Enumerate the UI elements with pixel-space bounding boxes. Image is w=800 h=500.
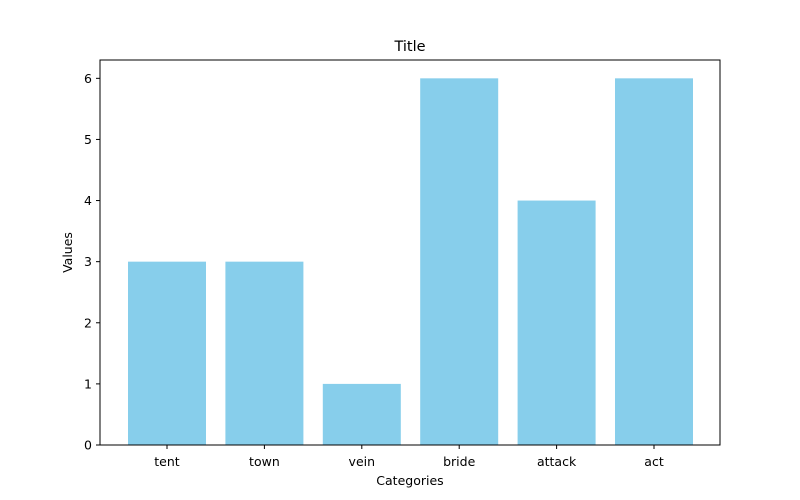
plot-frame: [99, 59, 721, 446]
bar-vein: [322, 383, 401, 445]
y-tick-label: 5: [84, 132, 92, 147]
bar-tent: [128, 261, 206, 445]
x-tick-label: vein: [349, 454, 375, 469]
x-tick-label: town: [249, 454, 280, 469]
x-tick-label: bride: [443, 454, 475, 469]
y-tick-label: 4: [84, 193, 92, 208]
chart-title: Title: [393, 39, 425, 55]
bar-bride: [420, 78, 499, 445]
bars-group: [128, 78, 693, 445]
y-tick-label: 2: [84, 315, 92, 330]
bar-act: [615, 78, 693, 445]
y-axis-ticks: 0 1 2 3 4 5 6: [84, 71, 100, 453]
y-axis-label: Values: [60, 232, 75, 273]
y-tick-label: 0: [84, 438, 92, 453]
bar-town: [225, 261, 304, 445]
x-tick-label: tent: [154, 454, 180, 469]
y-tick-label: 3: [84, 254, 92, 269]
bar-attack: [517, 200, 596, 445]
y-tick-label: 6: [84, 71, 92, 86]
x-axis-ticks: tent town vein bride attack act: [154, 445, 664, 469]
y-tick-label: 1: [84, 376, 92, 391]
x-tick-label: act: [644, 454, 664, 469]
x-axis-label: Categories: [376, 473, 443, 488]
x-tick-label: attack: [537, 454, 577, 469]
